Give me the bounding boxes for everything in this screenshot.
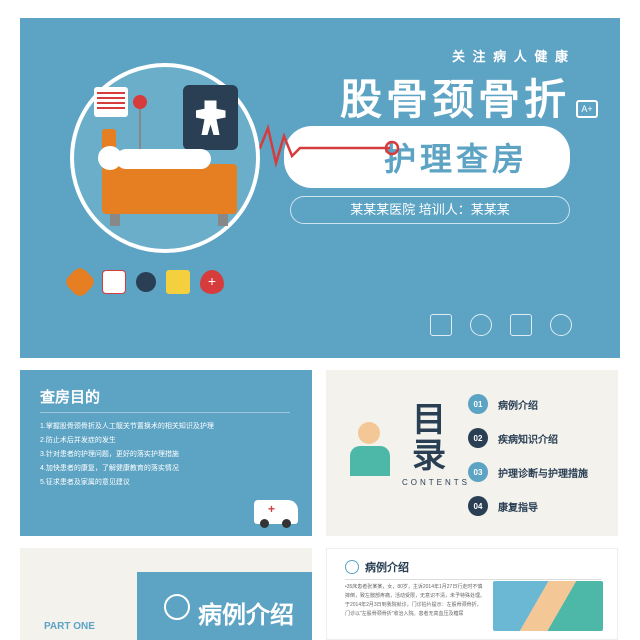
badge: A+ bbox=[576, 100, 598, 118]
case-slide: 病例介绍 •35床患者张某某，女，80岁，主诉2014年1月27日行走时不慎摔倒… bbox=[326, 548, 618, 640]
subtitle: 护理查房 bbox=[384, 141, 528, 177]
toc-item: 03 护理诊断与护理措施 bbox=[468, 462, 598, 482]
toc-label: 病例介绍 bbox=[498, 397, 538, 412]
purpose-item: 4.加快患者的康复，了解健康教育的落实情况 bbox=[40, 462, 214, 476]
purpose-list: 1.掌握股骨颈骨折及人工髋关节置换术的相关知识及护理 2.防止术后并发症的发生 … bbox=[40, 420, 214, 490]
main-slide: 关 注 病 人 健 康 股骨颈骨折 A+ 护理查房 某某某医院 培训人：某某某 … bbox=[20, 18, 620, 358]
toc-label: 康复指导 bbox=[498, 499, 538, 514]
doctor-icon bbox=[346, 418, 394, 476]
notes-icon bbox=[510, 314, 532, 336]
part1-title: 病例介绍 bbox=[198, 595, 294, 630]
small-icons-row: + bbox=[68, 270, 224, 294]
part-label: PART ONE bbox=[44, 621, 95, 632]
illustration-circle bbox=[70, 63, 260, 253]
toc-num: 04 bbox=[468, 496, 488, 516]
bandage-icon bbox=[63, 265, 97, 299]
toc-item: 02 疾病知识介绍 bbox=[468, 428, 598, 448]
toc-items: 01 病例介绍 02 疾病知识介绍 03 护理诊断与护理措施 04 康复指导 bbox=[468, 394, 598, 530]
purpose-item: 5.征求患者及家属的意见建议 bbox=[40, 476, 214, 490]
heart-monitor-icon bbox=[470, 314, 492, 336]
toc-subtitle: CONTENTS bbox=[402, 478, 470, 487]
part1-banner: 病例介绍 bbox=[137, 572, 312, 640]
document-icon bbox=[164, 594, 190, 620]
bottle-icon bbox=[166, 270, 190, 294]
outline-icons-row bbox=[430, 314, 572, 336]
shield-icon: + bbox=[200, 270, 224, 294]
purpose-slide: 查房目的 1.掌握股骨颈骨折及人工髋关节置换术的相关知识及护理 2.防止术后并发… bbox=[20, 370, 312, 536]
case-text: •35床患者张某某，女，80岁，主诉2014年1月27日行走时不慎摔倒，致左髋部… bbox=[345, 583, 485, 619]
toc-num: 03 bbox=[468, 462, 488, 482]
info-icon bbox=[345, 560, 359, 574]
toc-item: 04 康复指导 bbox=[468, 496, 598, 516]
clipboard-icon bbox=[430, 314, 452, 336]
toc-num: 01 bbox=[468, 394, 488, 414]
purpose-item: 3.针对患者的护理问题，更好的落实护理措施 bbox=[40, 448, 214, 462]
ambulance-icon bbox=[254, 500, 298, 524]
presenter-box: 某某某医院 培训人：某某某 bbox=[290, 196, 570, 224]
toc-label: 护理诊断与护理措施 bbox=[498, 465, 588, 480]
pills-icon bbox=[136, 272, 156, 292]
case-header: 病例介绍 bbox=[345, 559, 601, 580]
toc-num: 02 bbox=[468, 428, 488, 448]
stethoscope-icon bbox=[550, 314, 572, 336]
purpose-item: 1.掌握股骨颈骨折及人工髋关节置换术的相关知识及护理 bbox=[40, 420, 214, 434]
patient-icon bbox=[116, 149, 211, 169]
toc-title: 目录 bbox=[412, 402, 452, 474]
toc-label: 疾病知识介绍 bbox=[498, 431, 558, 446]
case-title: 病例介绍 bbox=[365, 559, 409, 575]
hospital-bed-icon bbox=[102, 164, 237, 214]
toc-item: 01 病例介绍 bbox=[468, 394, 598, 414]
calendar-icon bbox=[94, 87, 128, 117]
purpose-title: 查房目的 bbox=[40, 386, 290, 413]
toc-slide: 目录 CONTENTS 01 病例介绍 02 疾病知识介绍 03 护理诊断与护理… bbox=[326, 370, 618, 536]
purpose-item: 2.防止术后并发症的发生 bbox=[40, 434, 214, 448]
tagline: 关 注 病 人 健 康 bbox=[452, 46, 570, 65]
case-photo bbox=[493, 581, 603, 631]
medkit-icon bbox=[102, 270, 126, 294]
presenter: 某某某医院 培训人：某某某 bbox=[350, 202, 510, 217]
xray-icon bbox=[183, 85, 238, 150]
part1-slide: 病例介绍 PART ONE bbox=[20, 548, 312, 640]
